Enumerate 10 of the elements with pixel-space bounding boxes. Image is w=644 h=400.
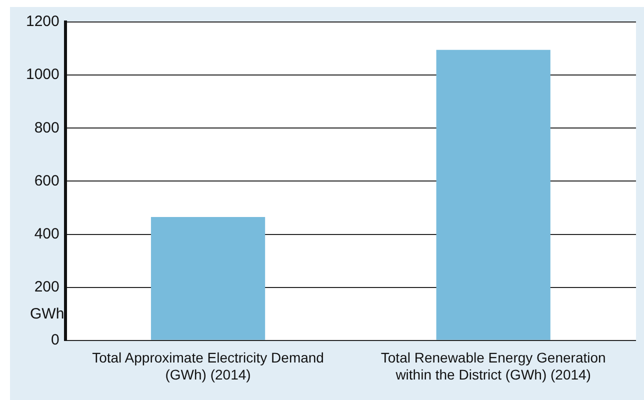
y-tick-label: 1200	[26, 13, 60, 30]
y-tick-label: 200	[34, 278, 60, 296]
x-tick-label: Total Approximate Electricity Demand (GWh) (2014)	[92, 350, 324, 382]
x-tick-label: Total Renewable Energy Generation within the District (GWh) (2014)	[380, 350, 606, 382]
y-tick-label: 400	[34, 225, 60, 242]
y-tick-label: 1000	[26, 66, 60, 84]
y-tick-label: 800	[34, 119, 60, 136]
y-tick-label: 0	[51, 332, 60, 349]
y-tick-label: 600	[34, 172, 60, 190]
y-axis-title: GWh	[30, 306, 64, 323]
